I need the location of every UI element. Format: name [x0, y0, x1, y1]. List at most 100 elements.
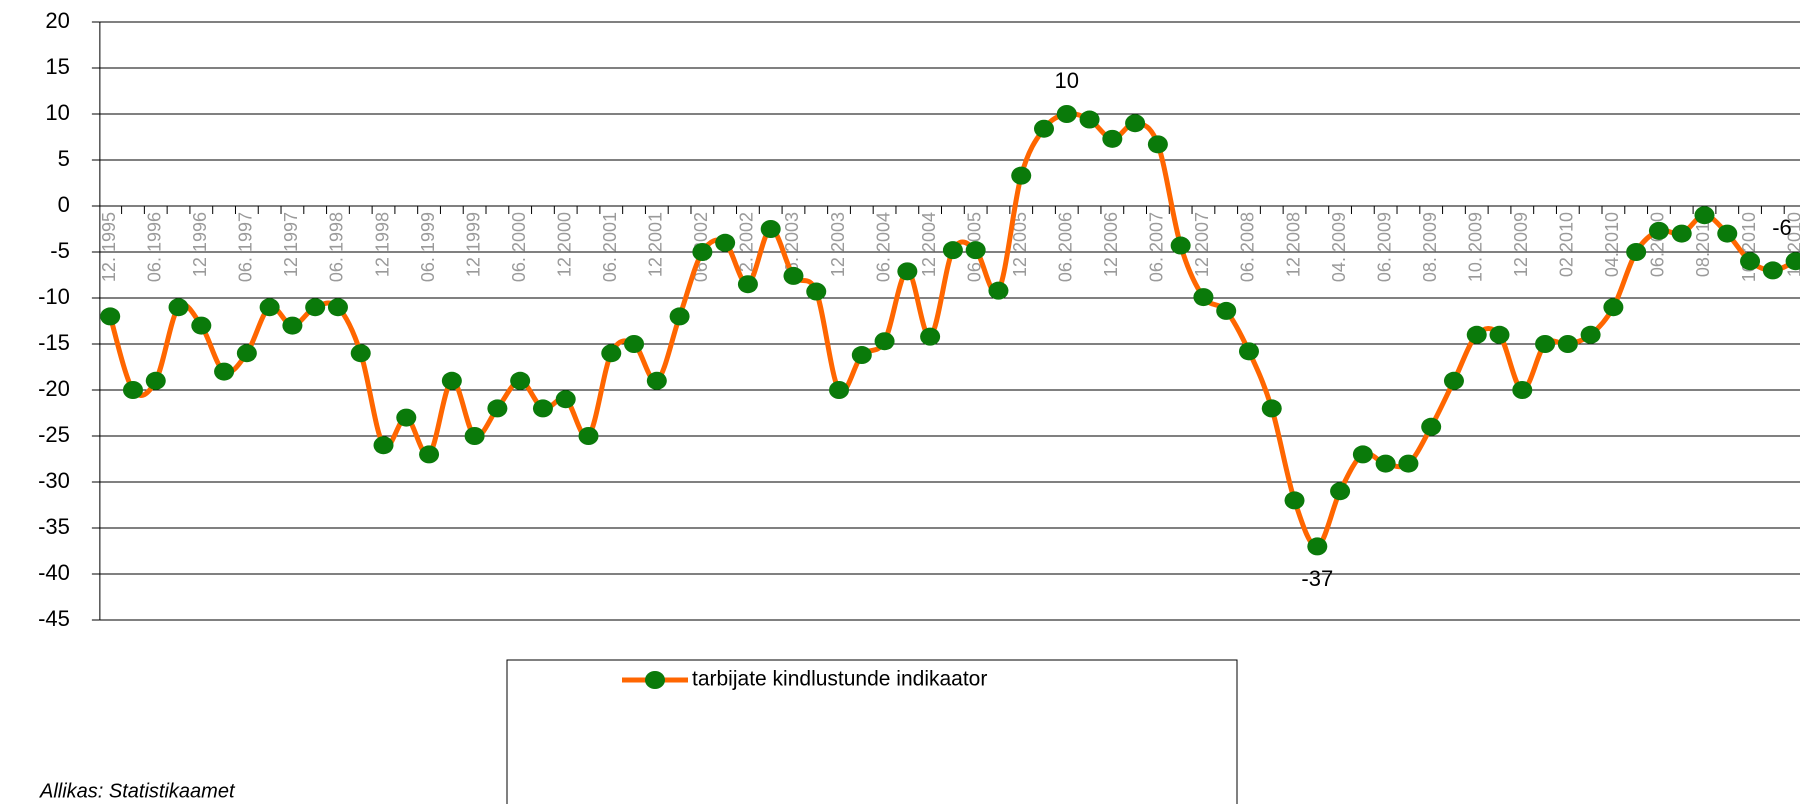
marker — [305, 298, 326, 317]
marker — [1238, 342, 1259, 361]
x-tick-label: 12 2006 — [1101, 212, 1121, 277]
marker — [1147, 135, 1168, 154]
marker — [555, 390, 576, 409]
marker — [1284, 491, 1305, 510]
y-tick-label: -25 — [38, 422, 70, 447]
marker — [214, 362, 235, 381]
y-tick-label: 15 — [45, 54, 69, 79]
marker — [783, 266, 804, 285]
x-tick-label: 12. 2002 — [737, 212, 757, 282]
x-tick-label: 06. 2009 — [1374, 212, 1394, 282]
marker — [965, 241, 986, 260]
marker — [1330, 482, 1351, 501]
marker — [350, 344, 371, 363]
marker — [1489, 325, 1510, 344]
x-tick-label: 08.2010 — [1693, 212, 1713, 277]
marker — [1398, 454, 1419, 473]
marker — [760, 220, 781, 238]
marker — [100, 307, 121, 326]
x-tick-label: 06. 1999 — [418, 212, 438, 282]
marker — [988, 281, 1009, 300]
marker — [1603, 298, 1624, 317]
x-tick-label: 06. 2000 — [509, 212, 529, 282]
marker — [1352, 445, 1373, 464]
x-tick-label: 04.2010 — [1602, 212, 1622, 277]
x-tick-label: 12 1999 — [463, 212, 483, 277]
marker — [327, 298, 348, 317]
marker — [145, 371, 166, 390]
marker — [1512, 381, 1533, 399]
marker — [1671, 224, 1692, 243]
y-tick-label: 10 — [45, 100, 69, 125]
x-tick-label: 10. 2010 — [1739, 212, 1759, 282]
marker — [1125, 114, 1146, 133]
marker — [1193, 288, 1214, 307]
series-line — [107, 111, 1797, 549]
y-tick-label: -40 — [38, 560, 70, 585]
marker — [464, 427, 485, 445]
y-tick-label: -35 — [38, 514, 70, 539]
y-tick-label: 5 — [58, 146, 70, 171]
marker — [236, 344, 257, 363]
marker — [1740, 252, 1761, 271]
marker — [1216, 301, 1237, 320]
marker — [1694, 206, 1715, 225]
x-tick-label: 12. 1995 — [99, 212, 119, 282]
marker — [578, 427, 599, 445]
marker — [1557, 335, 1578, 353]
marker — [1648, 221, 1669, 240]
x-tick-label: 12 2009 — [1511, 212, 1531, 277]
marker — [1785, 252, 1800, 271]
marker — [1102, 129, 1123, 148]
y-tick-label: -5 — [50, 238, 70, 263]
legend-box — [506, 659, 1238, 804]
marker — [122, 381, 143, 399]
marker — [396, 408, 417, 427]
marker — [715, 233, 736, 252]
marker — [510, 371, 531, 390]
x-tick-label: 06. 2006 — [1056, 212, 1076, 282]
x-tick-label: 12 1998 — [372, 212, 392, 277]
marker — [1034, 119, 1054, 138]
marker — [1261, 399, 1282, 418]
x-tick-label: 06. 1996 — [145, 212, 165, 282]
y-tick-label: 20 — [45, 8, 69, 33]
x-tick-label: 12 2005 — [1010, 212, 1030, 277]
x-tick-label: 08. 2009 — [1420, 212, 1440, 282]
marker — [1079, 110, 1100, 129]
legend-label: tarbijate kindlustunde indikaator — [692, 668, 987, 691]
data-label: -6 — [1772, 215, 1792, 240]
x-tick-label: 06.2010 — [1648, 212, 1668, 277]
marker — [624, 335, 645, 353]
x-tick-label: 12 2008 — [1283, 212, 1303, 277]
x-tick-label: 06. 2004 — [873, 212, 893, 282]
marker — [282, 316, 303, 335]
marker — [1011, 166, 1032, 185]
marker — [1762, 261, 1783, 280]
x-tick-label: 12 2000 — [554, 212, 574, 277]
marker — [1375, 454, 1396, 473]
marker — [669, 307, 690, 326]
x-tick-label: 12 2001 — [646, 212, 666, 277]
x-tick-label: 06. 1998 — [327, 212, 347, 282]
marker — [1307, 537, 1328, 556]
marker — [737, 275, 758, 294]
marker — [942, 241, 963, 260]
x-tick-label: 12 1997 — [281, 212, 301, 277]
y-tick-label: -45 — [38, 606, 70, 631]
x-tick-label: 06. 2001 — [600, 212, 620, 282]
marker — [646, 371, 667, 390]
marker — [829, 381, 850, 399]
marker — [191, 316, 212, 335]
legend-marker — [645, 671, 665, 689]
x-tick-label: 12 1996 — [190, 212, 210, 277]
marker — [373, 436, 394, 455]
x-tick-label: 12 2003 — [828, 212, 848, 277]
marker — [1170, 236, 1191, 255]
source: Allikas: Statistikaamet — [39, 780, 236, 802]
marker — [168, 298, 189, 317]
marker — [851, 346, 872, 365]
marker — [419, 445, 440, 464]
x-tick-label: 12 2004 — [919, 212, 939, 277]
